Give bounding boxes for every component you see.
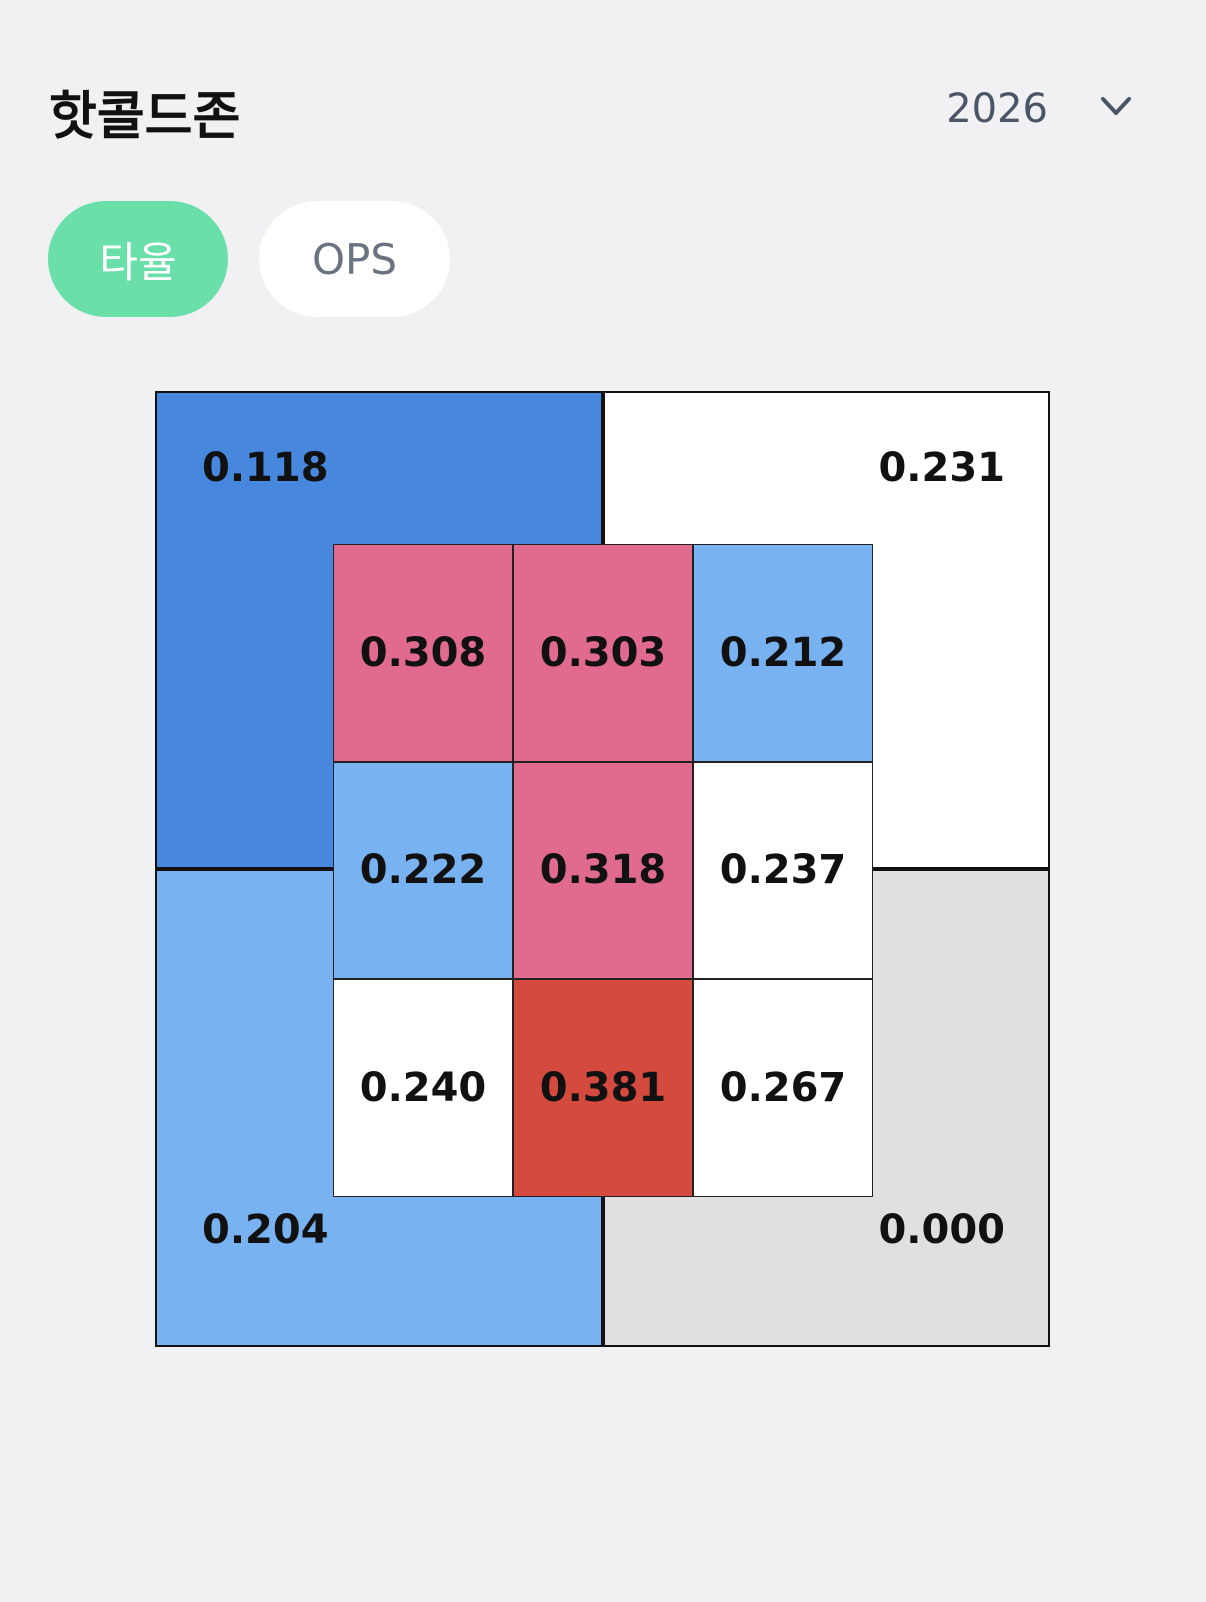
strike-zone-cell: 0.237 — [693, 761, 873, 979]
strike-zone-cell: 0.318 — [513, 761, 693, 979]
zone-chart: 0.118 0.231 0.204 0.000 0.308 0.303 0.212 0.222… — [155, 391, 1050, 1347]
year-select[interactable]: 2026 — [946, 86, 1048, 132]
tab[interactable]: OPS — [259, 201, 450, 317]
strike-zone-cell: 0.308 — [333, 544, 513, 762]
page-title: 핫콜드존 — [49, 87, 241, 147]
strike-zone-cell: 0.212 — [693, 544, 873, 762]
outer-zone-label: 0.118 — [202, 445, 329, 491]
outer-zone-label: 0.000 — [878, 1207, 1005, 1253]
outer-zone-label: 0.204 — [202, 1207, 329, 1253]
dropdown-chevron[interactable] — [1100, 96, 1132, 118]
strike-zone-cell: 0.222 — [333, 761, 513, 979]
outer-zone-label: 0.231 — [878, 445, 1005, 491]
strike-zone-cell: 0.381 — [513, 979, 693, 1197]
strike-zone-cell: 0.267 — [693, 979, 873, 1197]
strike-zone-cell: 0.303 — [513, 544, 693, 762]
tab[interactable]: 타율 — [48, 201, 228, 317]
strike-zone-cell: 0.240 — [333, 979, 513, 1197]
